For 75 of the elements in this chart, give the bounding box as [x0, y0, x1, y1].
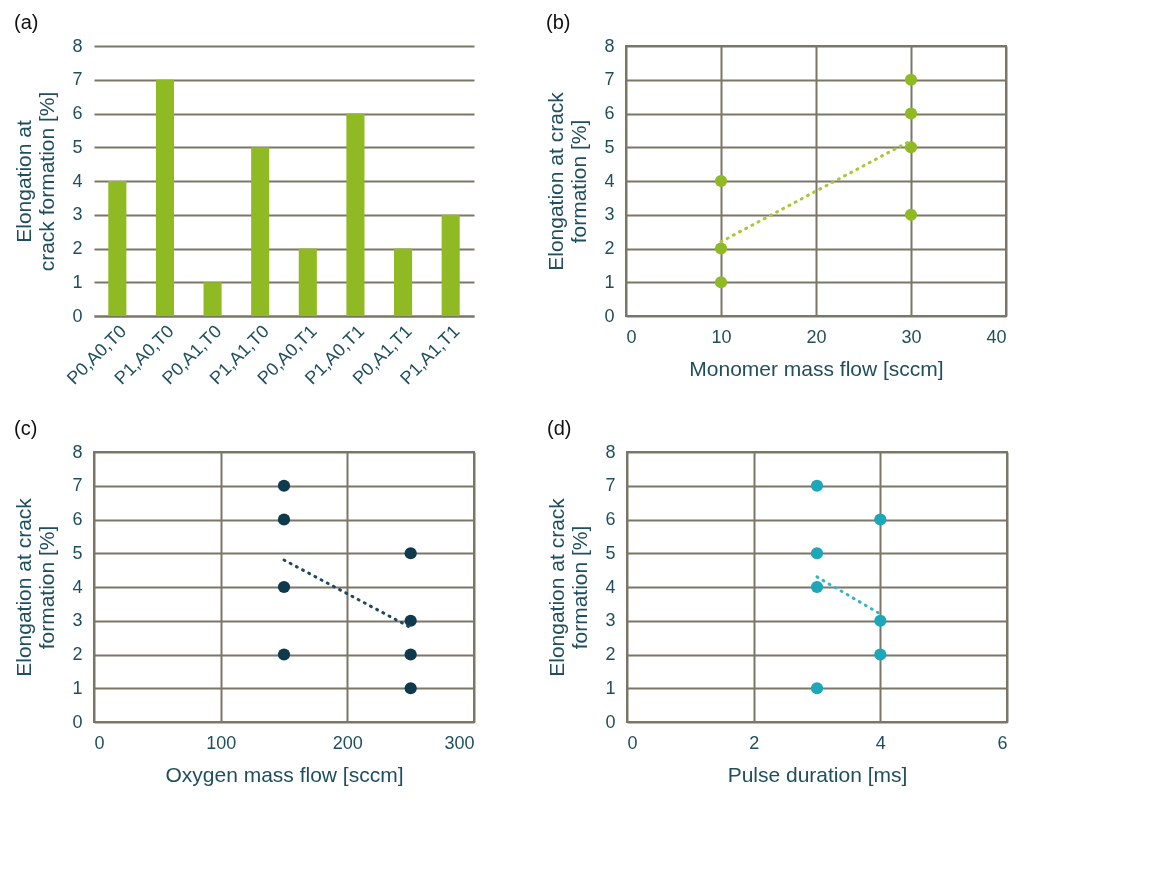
y-tick-label: 3	[72, 610, 83, 631]
x-axis-title: Monomer mass flow [sccm]	[689, 356, 944, 380]
y-tick-label: 2	[604, 238, 615, 258]
y-tick-label: 3	[72, 204, 83, 225]
x-tick-label: 300	[444, 732, 475, 753]
y-tick-label: 6	[72, 509, 83, 529]
bar	[203, 282, 222, 316]
y-tick-label: 6	[605, 509, 616, 529]
bar	[155, 79, 174, 316]
y-tick-label: 8	[72, 441, 83, 462]
chart-title: (d)	[546, 417, 572, 439]
chart-title: (a)	[13, 11, 39, 33]
x-tick-label: 40	[986, 326, 1007, 347]
y-tick-label: 4	[72, 170, 83, 191]
point	[714, 174, 728, 188]
chart-title: (c)	[13, 417, 38, 439]
y-tick-label: 7	[72, 475, 83, 496]
x-tick-label: 2	[749, 732, 760, 753]
x-tick-label: 4	[875, 732, 886, 753]
y-tick-label: 7	[72, 69, 83, 90]
point	[904, 73, 918, 86]
x-tick-label: 20	[806, 326, 827, 347]
x-tick-label: 200	[332, 732, 363, 753]
y-tick-label: 0	[604, 305, 615, 326]
x-tick-label: 0	[627, 732, 638, 753]
bar	[108, 181, 127, 316]
bar	[394, 248, 413, 316]
point	[904, 208, 918, 221]
y-tick-label: 5	[605, 542, 616, 563]
y-tick-label: 0	[605, 711, 616, 732]
point	[714, 276, 728, 289]
y-tick-label: 4	[605, 576, 616, 597]
y-tick-label: 1	[72, 271, 83, 292]
point	[904, 107, 918, 120]
y-tick-label: 4	[72, 576, 83, 597]
y-tick-label: 8	[72, 35, 83, 56]
y-axis-title: Elongation at crack formation [%]	[12, 497, 59, 677]
y-tick-label: 5	[72, 136, 83, 157]
y-axis-title: Elongation at crack formation [%]	[544, 91, 591, 271]
x-axis-title: Oxygen mass flow [sccm]	[165, 762, 404, 786]
y-tick-label: 4	[604, 170, 615, 191]
point	[714, 242, 728, 255]
y-tick-label: 7	[605, 475, 616, 496]
y-tick-label: 0	[72, 305, 83, 326]
y-axis-title: Elongation at crack formation [%]	[12, 91, 59, 272]
point	[904, 141, 918, 154]
y-tick-label: 8	[604, 35, 615, 56]
y-tick-label: 2	[72, 238, 83, 258]
y-tick-label: 7	[604, 69, 615, 90]
y-tick-label: 1	[604, 271, 615, 292]
y-tick-label: 8	[605, 441, 616, 462]
y-tick-label: 5	[72, 542, 83, 563]
y-tick-label: 3	[605, 610, 616, 631]
bar	[346, 113, 365, 316]
x-tick-label: 0	[626, 326, 637, 347]
x-tick-label: 100	[206, 732, 237, 753]
y-tick-label: 5	[604, 136, 615, 157]
y-tick-label: 3	[604, 204, 615, 225]
x-tick-label: 6	[997, 732, 1008, 753]
x-tick-label: 0	[94, 732, 105, 753]
bar	[251, 147, 270, 316]
y-tick-label: 1	[605, 677, 616, 698]
bar	[298, 248, 317, 316]
y-tick-label: 6	[604, 103, 615, 123]
y-tick-label: 2	[605, 644, 616, 664]
y-axis-title: Elongation at crack formation [%]	[545, 497, 592, 677]
chart-title: (b)	[545, 11, 571, 33]
y-tick-label: 0	[72, 711, 83, 732]
bar	[441, 214, 460, 316]
x-tick-label: 10	[711, 326, 732, 347]
x-tick-label: 30	[901, 326, 922, 347]
y-tick-label: 6	[72, 103, 83, 123]
x-axis-title: Pulse duration [ms]	[727, 762, 908, 786]
y-tick-label: 2	[72, 644, 83, 664]
y-tick-label: 1	[72, 677, 83, 698]
